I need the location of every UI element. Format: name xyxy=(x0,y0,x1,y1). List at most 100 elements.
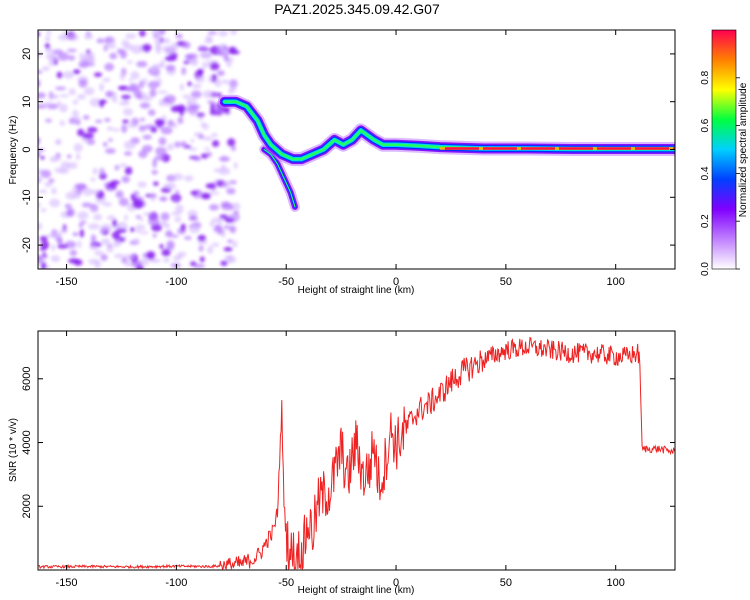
noise-blob xyxy=(106,215,116,221)
y-tick-label: 4000 xyxy=(21,430,33,454)
noise-blob xyxy=(88,223,100,230)
noise-blob xyxy=(200,51,212,60)
noise-blob xyxy=(155,146,167,156)
noise-blob xyxy=(38,152,41,157)
noise-blob xyxy=(222,180,231,189)
noise-blob xyxy=(113,239,118,248)
noise-blob xyxy=(136,95,144,99)
noise-blob xyxy=(109,52,118,60)
noise-blob xyxy=(220,260,228,266)
noise-blob xyxy=(148,216,160,226)
noise-blob xyxy=(75,119,81,126)
noise-blob xyxy=(125,87,137,92)
noise-blob xyxy=(112,219,117,227)
noise-blob xyxy=(135,229,141,233)
spectrogram-y-ticks: -20 -10 0 10 20 xyxy=(21,48,675,253)
noise-blob xyxy=(184,54,194,60)
noise-blob xyxy=(84,33,94,40)
colorbar-tick-label: 0.6 xyxy=(700,118,711,132)
noise-blob xyxy=(207,31,218,35)
noise-blob xyxy=(174,216,182,223)
noise-blob xyxy=(190,261,197,267)
noise-blob xyxy=(221,202,234,211)
noise-blob xyxy=(180,223,186,232)
noise-blob xyxy=(182,41,191,49)
noise-blob xyxy=(79,229,85,238)
noise-blob xyxy=(123,140,136,150)
noise-blob xyxy=(72,69,81,75)
noise-blob xyxy=(95,119,103,124)
noise-blob xyxy=(44,181,53,188)
noise-blob xyxy=(190,90,202,99)
noise-blob xyxy=(130,262,142,268)
noise-blob xyxy=(48,178,55,184)
colorbar: 0.0 0.2 0.4 0.6 0.8 Normalized spectral ampl… xyxy=(700,29,749,276)
noise-blob xyxy=(122,108,134,116)
noise-blob xyxy=(99,227,105,235)
noise-blob xyxy=(165,64,176,72)
noise-blob xyxy=(100,253,108,262)
snr-x-label: Height of straight line (km) xyxy=(298,585,415,596)
colorbar-frame xyxy=(711,29,737,270)
noise-blob xyxy=(50,231,62,239)
noise-blob xyxy=(62,71,75,79)
noise-blob xyxy=(198,115,203,121)
noise-blob xyxy=(224,255,233,259)
colorbar-tick-label: 0.0 xyxy=(700,262,711,276)
noise-blob xyxy=(170,262,181,268)
noise-blob xyxy=(96,38,106,44)
noise-blob xyxy=(187,209,198,218)
noise-blob xyxy=(207,100,216,104)
noise-blob xyxy=(121,124,128,133)
noise-blob xyxy=(89,98,102,107)
snr-y-label: SNR (10 * v/v) xyxy=(8,418,19,482)
noise-blob xyxy=(87,126,98,133)
noise-blob xyxy=(57,244,69,249)
noise-blob xyxy=(111,231,121,240)
noise-blob xyxy=(228,46,237,55)
noise-blob xyxy=(175,33,183,39)
noise-blob xyxy=(38,148,45,152)
noise-blob xyxy=(90,234,97,244)
noise-blob xyxy=(216,70,225,77)
noise-blob xyxy=(177,251,187,257)
noise-blob xyxy=(165,230,173,238)
x-tick-label: -50 xyxy=(278,577,294,589)
noise-blob xyxy=(208,75,213,83)
noise-blob xyxy=(38,104,47,109)
noise-blob xyxy=(44,42,50,49)
spectrogram-x-label: Height of straight line (km) xyxy=(298,285,415,296)
noise-blob xyxy=(190,138,195,143)
noise-blob xyxy=(158,99,164,107)
colorbar-tick-label: 0.2 xyxy=(700,214,711,228)
noise-blob xyxy=(229,225,237,234)
noise-blob xyxy=(99,167,105,176)
colorbar-ticks: 0.0 0.2 0.4 0.6 0.8 xyxy=(700,70,740,276)
noise-blob xyxy=(66,154,72,159)
noise-blob xyxy=(66,48,77,53)
x-tick-label: 100 xyxy=(607,577,625,589)
noise-blob xyxy=(57,52,69,61)
noise-blob xyxy=(154,37,163,45)
noise-blob xyxy=(124,214,129,221)
noise-blob xyxy=(138,125,146,132)
noise-blob xyxy=(72,109,79,118)
noise-blob xyxy=(104,118,111,122)
noise-blob xyxy=(102,77,111,83)
noise-blob xyxy=(186,97,197,106)
noise-blob xyxy=(159,196,168,202)
noise-blob xyxy=(177,116,184,125)
noise-blob xyxy=(99,83,105,92)
noise-blob xyxy=(210,102,215,112)
noise-blob xyxy=(153,181,159,186)
noise-blob xyxy=(89,189,100,195)
noise-blob xyxy=(198,45,208,51)
noise-blob xyxy=(181,67,187,76)
snr-series-line xyxy=(38,336,675,570)
noise-blob xyxy=(139,231,149,235)
x-tick-label: 100 xyxy=(607,276,625,288)
noise-blob xyxy=(218,30,229,37)
noise-blob xyxy=(226,214,238,219)
noise-blob xyxy=(198,134,205,140)
